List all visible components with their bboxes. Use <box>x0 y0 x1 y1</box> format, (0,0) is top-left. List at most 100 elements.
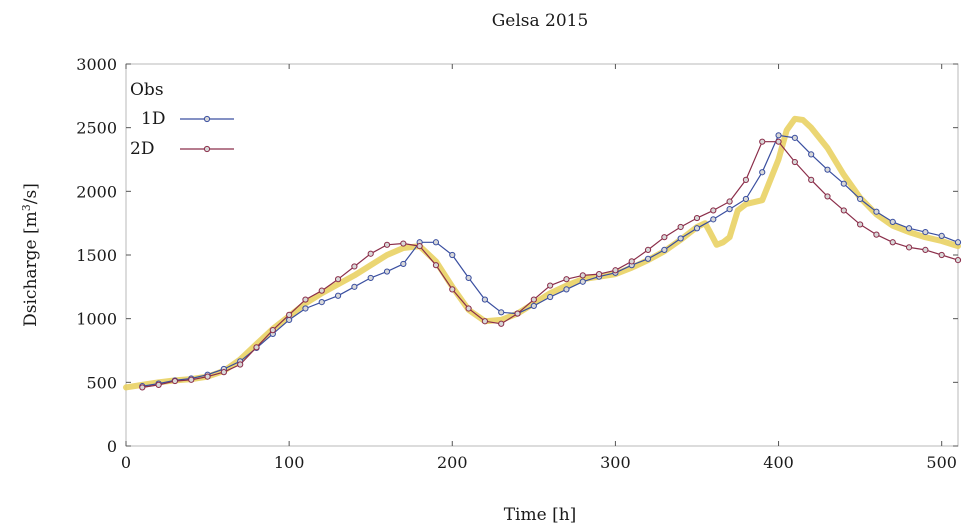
point-2D <box>400 240 407 247</box>
point-1D <box>710 216 717 223</box>
point-1D <box>286 316 293 324</box>
point-2D <box>220 369 227 376</box>
point-2D <box>726 198 733 205</box>
point-1D <box>449 251 456 259</box>
point-1D <box>432 239 440 246</box>
y-axis-label-tail: /s] <box>21 183 41 204</box>
series-Obs <box>123 115 961 391</box>
point-2D <box>302 296 309 303</box>
y-tick-label: 1000 <box>76 310 117 329</box>
y-tick-label: 2500 <box>76 119 117 138</box>
x-tick-label: 500 <box>926 453 957 472</box>
point-1D <box>400 260 407 268</box>
point-1D <box>498 309 505 316</box>
point-1D <box>791 134 798 141</box>
point-1D <box>775 132 782 139</box>
x-tick-label: 300 <box>600 453 631 472</box>
point-1D <box>840 180 847 187</box>
legend: Obs 1D 2D <box>130 80 234 159</box>
legend-label-1D: 1D <box>141 109 165 129</box>
point-1D <box>808 151 815 158</box>
point-2D <box>188 376 195 383</box>
legend-marker-1D <box>203 115 211 123</box>
point-1D <box>465 274 472 282</box>
point-2D <box>954 256 962 264</box>
point-2D <box>873 231 880 238</box>
point-2D <box>498 320 505 327</box>
point-1D <box>563 286 570 293</box>
plot-frame <box>125 63 959 447</box>
x-tick-label: 0 <box>121 453 131 472</box>
point-1D <box>383 268 391 275</box>
legend-label-Obs: Obs <box>130 80 164 100</box>
point-2D <box>938 251 945 259</box>
point-2D <box>530 296 537 303</box>
chart-title: Gelsa 2015 <box>492 11 589 31</box>
x-tick-label: 100 <box>274 453 305 472</box>
point-1D <box>677 235 684 242</box>
point-2D <box>334 276 342 283</box>
y-tick-label: 500 <box>86 373 117 392</box>
point-2D <box>253 344 260 351</box>
point-2D <box>759 138 766 145</box>
point-2D <box>922 246 929 254</box>
point-2D <box>432 262 440 269</box>
point-1D <box>318 299 325 306</box>
point-1D <box>530 302 537 310</box>
y-axis-label: Dsicharge [m3/s] <box>20 183 41 327</box>
point-2D <box>693 214 701 222</box>
point-1D <box>905 225 913 232</box>
point-2D <box>775 138 782 145</box>
point-2D <box>449 286 456 293</box>
point-2D <box>563 276 570 283</box>
point-1D <box>873 208 880 215</box>
point-2D <box>269 327 276 334</box>
series-line-1D <box>142 134 959 387</box>
point-1D <box>547 293 554 301</box>
point-1D <box>661 246 668 254</box>
y-tick-label: 0 <box>107 437 117 456</box>
point-2D <box>367 250 374 257</box>
series-line-obs <box>123 115 961 391</box>
x-tick-label: 400 <box>763 453 794 472</box>
point-1D <box>644 255 652 262</box>
legend-label-2D: 2D <box>130 139 154 159</box>
point-2D <box>286 311 293 318</box>
series-1D <box>139 132 962 390</box>
point-2D <box>237 361 244 368</box>
point-1D <box>334 292 342 299</box>
point-1D <box>857 195 864 203</box>
point-2D <box>171 377 179 385</box>
point-1D <box>759 169 766 176</box>
point-2D <box>857 221 864 228</box>
point-2D <box>905 244 913 251</box>
y-tick-label: 1500 <box>76 246 117 265</box>
x-tick-label: 200 <box>437 453 468 472</box>
point-1D <box>742 195 750 203</box>
legend-marker-2D <box>203 145 211 153</box>
point-2D <box>481 318 489 325</box>
point-1D <box>889 218 896 225</box>
point-2D <box>628 258 635 265</box>
point-2D <box>318 287 325 294</box>
point-2D <box>808 176 815 183</box>
point-1D <box>302 305 309 312</box>
point-2D <box>644 246 652 254</box>
point-1D <box>954 239 962 246</box>
point-2D <box>612 267 619 274</box>
point-2D <box>465 305 472 312</box>
point-2D <box>840 207 847 214</box>
point-2D <box>889 239 896 246</box>
point-2D <box>791 158 798 166</box>
point-2D <box>139 384 146 391</box>
svg-text:Dsicharge [m3/s]: Dsicharge [m3/s] <box>20 183 41 327</box>
point-2D <box>742 176 750 183</box>
point-2D <box>351 263 358 270</box>
point-1D <box>481 296 489 303</box>
point-2D <box>579 272 586 279</box>
y-axis-label-sup: 3 <box>20 204 33 211</box>
point-2D <box>595 271 603 278</box>
point-1D <box>693 225 701 232</box>
point-2D <box>383 241 391 248</box>
